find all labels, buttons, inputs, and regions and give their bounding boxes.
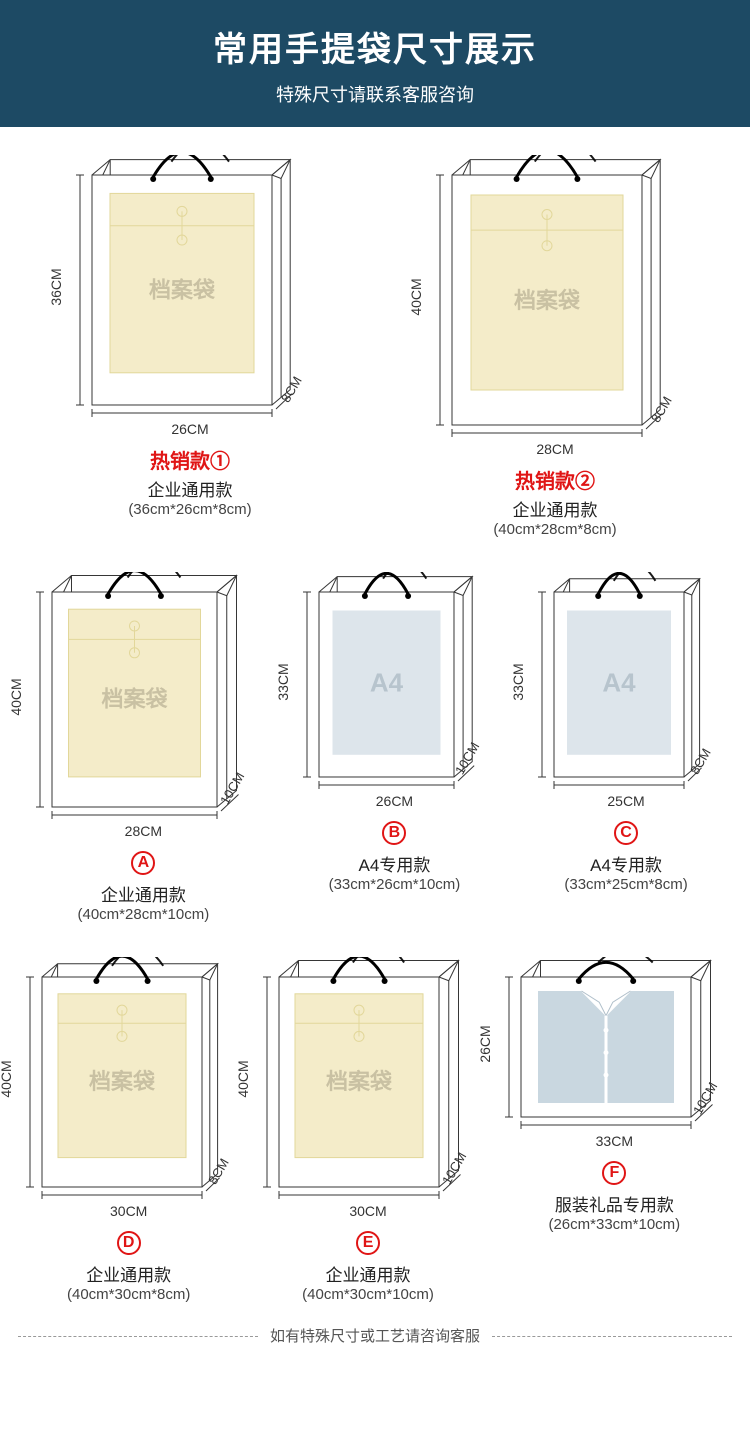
bag-size: (40cm*28cm*8cm) xyxy=(493,521,616,538)
bag-labels: A 企业通用款 (40cm*28cm*10cm) xyxy=(78,847,210,923)
bag-cell-1-1: 档案袋 36CM 8CM 26CM 热销款① 企业通用款 (36cm*26cm*… xyxy=(72,155,308,538)
bag-name: 企业通用款 xyxy=(78,881,210,906)
bag-size: (33cm*26cm*10cm) xyxy=(329,876,461,893)
dim-width: 26CM xyxy=(376,793,413,809)
svg-text:档案袋: 档案袋 xyxy=(89,1069,156,1094)
bag-size: (40cm*28cm*10cm) xyxy=(78,906,210,923)
bag-size: (36cm*26cm*8cm) xyxy=(128,501,251,518)
dim-width: 28CM xyxy=(125,823,162,839)
bag-cell-2-1: 档案袋 40CM 10CM 28CM A 企业通用款 (40cm*28cm*10… xyxy=(32,572,255,923)
bag-size: (40cm*30cm*8cm) xyxy=(67,1286,190,1303)
bag-diagram: 档案袋 40CM 10CM xyxy=(32,572,255,821)
bag-cell-1-2: 档案袋 40CM 8CM 28CM 热销款② 企业通用款 (40cm*28cm*… xyxy=(432,155,678,538)
bag-cell-2-3: A4 33CM 8CM 25CM C A4专用款 (33cm*25cm*8cm) xyxy=(534,572,718,923)
bag-cell-3-3: 26CM 10CM 33CM F 服装礼品专用款 (26cm*33cm*10cm… xyxy=(501,957,729,1303)
bag-diagram: 26CM 10CM xyxy=(501,957,729,1131)
bag-diagram: 档案袋 40CM 10CM xyxy=(259,957,477,1201)
bag-name: 企业通用款 xyxy=(128,476,251,501)
dim-height: 40CM xyxy=(8,678,24,715)
bag-labels: B A4专用款 (33cm*26cm*10cm) xyxy=(329,817,461,893)
svg-text:档案袋: 档案袋 xyxy=(514,288,581,313)
bag-diagram: 档案袋 36CM 8CM xyxy=(72,155,308,419)
bag-labels: C A4专用款 (33cm*25cm*8cm) xyxy=(564,817,687,893)
bag-name: 企业通用款 xyxy=(302,1261,434,1286)
bag-labels: 热销款① 企业通用款 (36cm*26cm*8cm) xyxy=(128,445,251,518)
bag-diagram: 档案袋 40CM 8CM xyxy=(432,155,678,439)
bag-size: (33cm*25cm*8cm) xyxy=(564,876,687,893)
bag-diagram: A4 33CM 10CM xyxy=(299,572,490,791)
page-header: 常用手提袋尺寸展示 特殊尺寸请联系客服咨询 xyxy=(0,0,750,127)
bag-name: 企业通用款 xyxy=(493,496,616,521)
row-3: 档案袋 40CM 8CM 30CM D 企业通用款 (40cm*30cm*8cm… xyxy=(0,929,750,1309)
bag-name: A4专用款 xyxy=(329,851,461,876)
bag-name: A4专用款 xyxy=(564,851,687,876)
title: 常用手提袋尺寸展示 xyxy=(0,22,750,71)
svg-text:A4: A4 xyxy=(370,667,404,697)
subtitle: 特殊尺寸请联系客服咨询 xyxy=(0,81,750,107)
svg-text:档案袋: 档案袋 xyxy=(102,686,169,711)
svg-text:档案袋: 档案袋 xyxy=(149,277,216,302)
bag-labels: E 企业通用款 (40cm*30cm*10cm) xyxy=(302,1227,434,1303)
dim-height: 33CM xyxy=(510,663,526,700)
dim-width: 30CM xyxy=(110,1203,147,1219)
bag-name: 服装礼品专用款 xyxy=(548,1191,680,1216)
bag-name: 企业通用款 xyxy=(67,1261,190,1286)
dim-height: 40CM xyxy=(235,1060,251,1097)
footer-note: 如有特殊尺寸或工艺请咨询客服 xyxy=(0,1325,750,1346)
bag-labels: D 企业通用款 (40cm*30cm*8cm) xyxy=(67,1227,190,1303)
dim-height: 33CM xyxy=(275,663,291,700)
svg-text:档案袋: 档案袋 xyxy=(326,1069,393,1094)
bag-labels: F 服装礼品专用款 (26cm*33cm*10cm) xyxy=(548,1157,680,1233)
bag-labels: 热销款② 企业通用款 (40cm*28cm*8cm) xyxy=(493,465,616,538)
bag-cell-2-2: A4 33CM 10CM 26CM B A4专用款 (33cm*26cm*10c… xyxy=(299,572,490,923)
dim-width: 30CM xyxy=(349,1203,386,1219)
dim-height: 40CM xyxy=(408,278,424,315)
bag-size: (40cm*30cm*10cm) xyxy=(302,1286,434,1303)
row-1: 档案袋 36CM 8CM 26CM 热销款① 企业通用款 (36cm*26cm*… xyxy=(0,127,750,544)
bag-cell-3-1: 档案袋 40CM 8CM 30CM D 企业通用款 (40cm*30cm*8cm… xyxy=(22,957,236,1303)
dim-width: 26CM xyxy=(171,421,208,437)
dim-height: 40CM xyxy=(0,1060,14,1097)
dim-height: 26CM xyxy=(477,1025,493,1062)
bag-size: (26cm*33cm*10cm) xyxy=(548,1216,680,1233)
bag-diagram: 档案袋 40CM 8CM xyxy=(22,957,236,1201)
dim-width: 28CM xyxy=(536,441,573,457)
bag-diagram: A4 33CM 8CM xyxy=(534,572,718,791)
dim-width: 33CM xyxy=(596,1133,633,1149)
svg-text:A4: A4 xyxy=(603,667,637,697)
dim-height: 36CM xyxy=(48,268,64,305)
bag-cell-3-2: 档案袋 40CM 10CM 30CM E 企业通用款 (40cm*30cm*10… xyxy=(259,957,477,1303)
dim-width: 25CM xyxy=(607,793,644,809)
row-2: 档案袋 40CM 10CM 28CM A 企业通用款 (40cm*28cm*10… xyxy=(0,544,750,929)
